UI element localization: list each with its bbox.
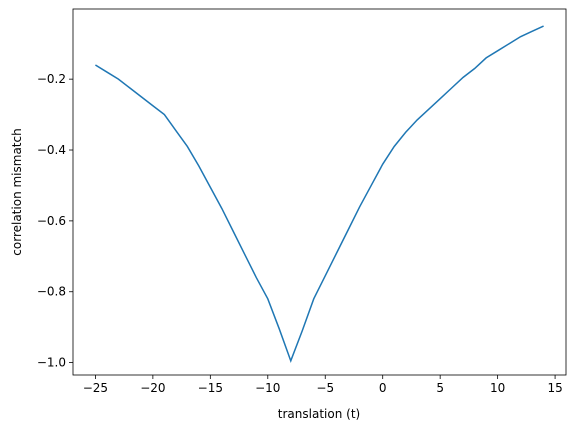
x-tick-label: 15 [547,381,562,395]
x-tick-label: −15 [198,381,223,395]
y-tick-label: −0.4 [37,143,66,157]
x-tick-label: −25 [83,381,108,395]
y-tick-label: −0.8 [37,285,66,299]
y-tick-label: −1.0 [37,356,66,370]
y-tick-label: −0.6 [37,214,66,228]
plot-frame [72,8,567,376]
x-axis-label: translation (t) [278,407,360,421]
x-tick-label: −20 [140,381,165,395]
x-tick-label: 5 [436,381,444,395]
y-tick-label: −0.2 [37,72,66,86]
x-tick-label: 10 [490,381,505,395]
y-axis-label: correlation mismatch [10,128,24,255]
x-tick-label: −5 [316,381,334,395]
data-line [95,25,544,363]
x-tick-label: 0 [379,381,387,395]
x-tick-label: −10 [255,381,280,395]
